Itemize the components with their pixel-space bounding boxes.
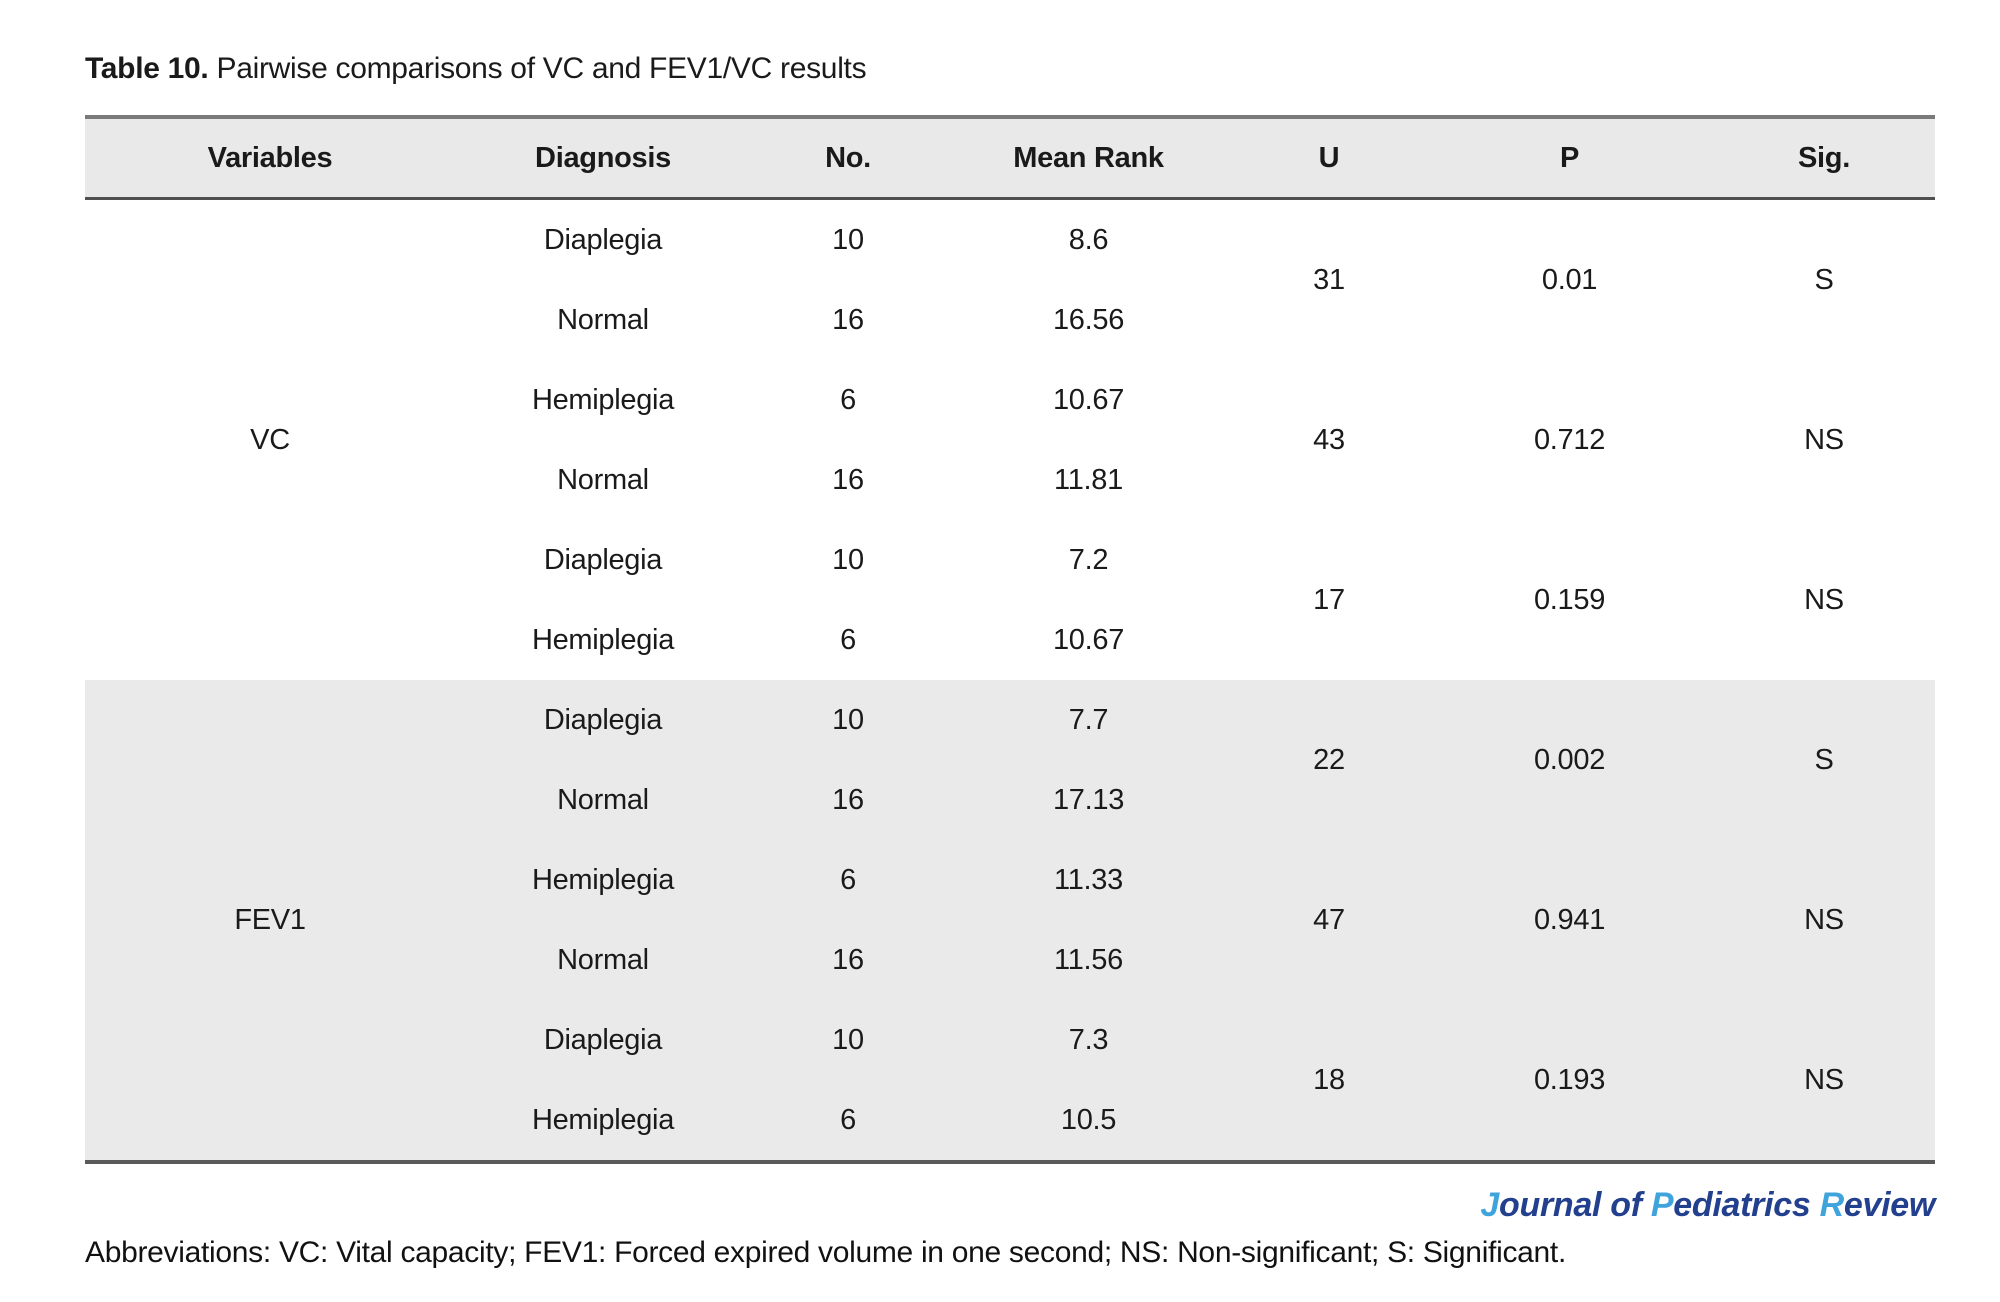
diagnosis-cell: Hemiplegia <box>531 623 675 656</box>
table-10: Variables Diagnosis No. Mean Rank U P Si… <box>85 115 1935 1164</box>
sig-cell: S <box>1814 743 1834 776</box>
mean-rank-cell: 10.67 <box>1052 623 1125 656</box>
mean-rank-cell: 11.56 <box>1054 943 1123 976</box>
no-cell: 16 <box>832 943 864 976</box>
no-cell: 16 <box>832 303 864 336</box>
header-cell-mean-rank: Mean Rank <box>1013 141 1164 174</box>
header-cell-variables: Variables <box>207 141 333 174</box>
diagnosis-cell: Diaplegia <box>543 703 663 736</box>
no-cell: 16 <box>832 463 864 496</box>
journal-logo-text: ournal of <box>1499 1186 1651 1224</box>
mean-rank-cell: 8.6 <box>1068 223 1109 256</box>
mean-rank-cell: 11.81 <box>1054 463 1123 496</box>
mean-rank-cell: 7.7 <box>1068 703 1109 736</box>
u-cell: 43 <box>1313 423 1345 456</box>
no-cell: 6 <box>840 1103 856 1136</box>
header-cell-p: P <box>1559 141 1580 174</box>
abbreviations-note: Abbreviations: VC: Vital capacity; FEV1:… <box>85 1236 1566 1269</box>
u-cell: 22 <box>1313 743 1345 776</box>
diagnosis-cell: Hemiplegia <box>531 863 675 896</box>
mean-rank-cell: 7.3 <box>1068 1023 1109 1056</box>
diagnosis-cell: Hemiplegia <box>531 383 675 416</box>
p-cell: 0.941 <box>1533 903 1606 936</box>
sig-cell: NS <box>1804 903 1844 936</box>
diagnosis-cell: Diaplegia <box>543 543 663 576</box>
variable-label: VC <box>250 423 290 456</box>
mean-rank-cell: 17.13 <box>1052 783 1125 816</box>
mean-rank-cell: 10.5 <box>1060 1103 1117 1136</box>
mean-rank-cell: 11.33 <box>1054 863 1123 896</box>
diagnosis-cell: Diaplegia <box>543 223 663 256</box>
diagnosis-cell: Normal <box>557 303 649 336</box>
p-cell: 0.01 <box>1541 263 1598 296</box>
no-cell: 16 <box>832 783 864 816</box>
no-cell: 6 <box>840 623 856 656</box>
u-cell: 17 <box>1313 583 1345 616</box>
table-caption-text: Pairwise comparisons of VC and FEV1/VC r… <box>208 52 867 85</box>
no-cell: 6 <box>840 863 856 896</box>
journal-logo-text: ediatrics <box>1673 1186 1820 1224</box>
section-fev1: FEV1 Diaplegia 10 7.7 Normal 16 17.13 He… <box>85 680 1935 1164</box>
variable-label: FEV1 <box>234 903 306 936</box>
u-cell: 18 <box>1313 1063 1345 1096</box>
no-cell: 10 <box>832 223 864 256</box>
p-cell: 0.159 <box>1533 583 1606 616</box>
sig-cell: NS <box>1804 1063 1844 1096</box>
header-cell-u: U <box>1318 141 1340 174</box>
no-cell: 6 <box>840 383 856 416</box>
sig-cell: NS <box>1804 423 1844 456</box>
sig-cell: NS <box>1804 583 1844 616</box>
header-cell-diagnosis: Diagnosis <box>535 141 671 174</box>
diagnosis-cell: Diaplegia <box>543 1023 663 1056</box>
header-cell-sig: Sig. <box>1798 141 1850 174</box>
diagnosis-cell: Normal <box>557 783 649 816</box>
table-header-row: Variables Diagnosis No. Mean Rank U P Si… <box>85 115 1935 200</box>
p-cell: 0.712 <box>1533 423 1606 456</box>
journal-logo-text: eview <box>1843 1186 1935 1224</box>
mean-rank-cell: 10.67 <box>1052 383 1125 416</box>
diagnosis-cell: Hemiplegia <box>531 1103 675 1136</box>
journal-logo: Journal of Pediatrics Review <box>1480 1186 1935 1225</box>
table-caption: Table 10. Pairwise comparisons of VC and… <box>85 52 867 86</box>
no-cell: 10 <box>832 1023 864 1056</box>
sig-cell: S <box>1814 263 1834 296</box>
journal-logo-initial: P <box>1650 1186 1674 1224</box>
diagnosis-cell: Normal <box>557 463 649 496</box>
header-cell-no: No. <box>825 141 871 174</box>
mean-rank-cell: 7.2 <box>1068 543 1109 576</box>
u-cell: 31 <box>1313 263 1345 296</box>
diagnosis-cell: Normal <box>557 943 649 976</box>
p-cell: 0.193 <box>1533 1063 1606 1096</box>
table-caption-label: Table 10. <box>85 52 209 85</box>
mean-rank-cell: 16.56 <box>1052 303 1125 336</box>
u-cell: 47 <box>1313 903 1345 936</box>
no-cell: 10 <box>832 543 864 576</box>
journal-logo-initial: J <box>1480 1186 1500 1224</box>
p-cell: 0.002 <box>1533 743 1606 776</box>
journal-logo-initial: R <box>1819 1186 1845 1224</box>
section-vc: VC Diaplegia 10 8.6 Normal 16 16.56 Hemi… <box>85 200 1935 680</box>
no-cell: 10 <box>832 703 864 736</box>
